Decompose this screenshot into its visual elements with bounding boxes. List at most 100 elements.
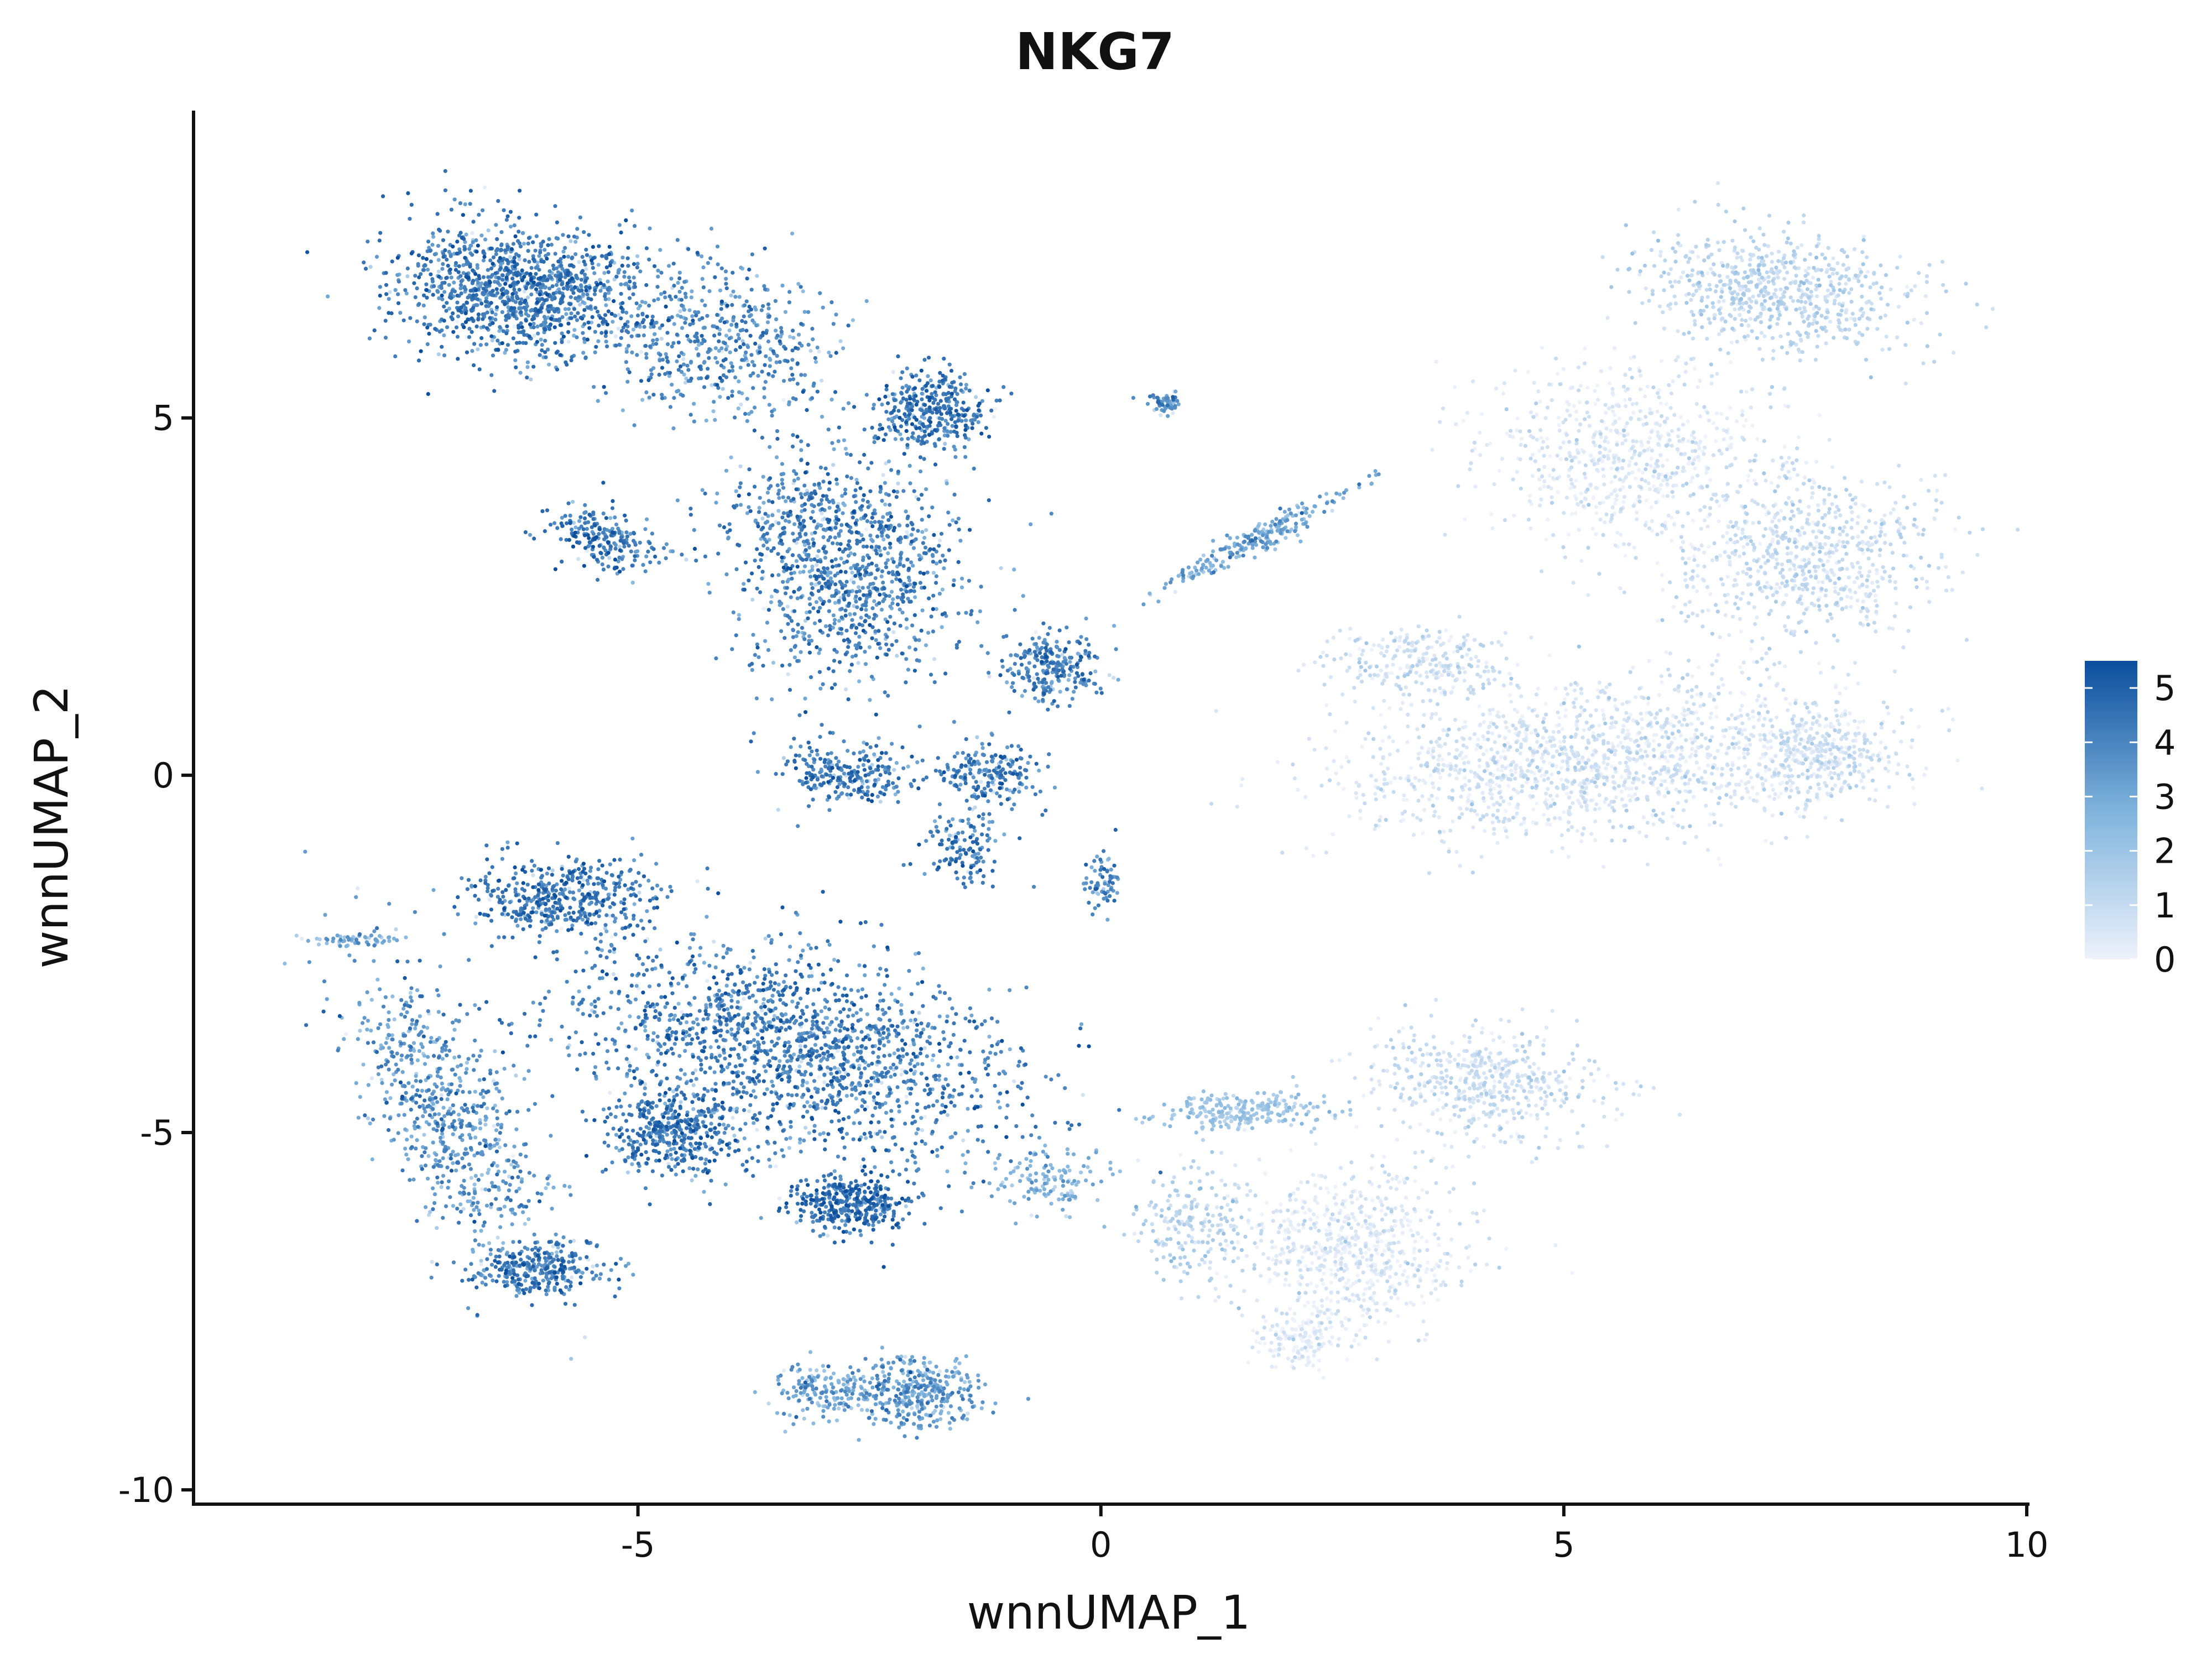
cell-point [1526,370,1531,374]
cell-point [2016,528,2020,532]
cell-point [1605,1073,1610,1078]
cell-point [1629,356,1633,361]
cell-point [1550,495,1554,499]
cell-point [1319,1298,1324,1303]
cell-point [1823,816,1828,820]
cell-point [1772,797,1777,801]
cell-point [1644,498,1648,503]
cell-point [1276,1230,1281,1234]
cell-point [1439,1070,1444,1075]
cell-point [1813,701,1817,705]
cell-point [1475,1219,1480,1224]
cell-point [1702,505,1707,509]
cell-point [1568,486,1573,491]
cell-point [1315,1314,1319,1318]
cell-point [1475,664,1480,669]
cell-point [1425,1248,1430,1253]
cell-point [1644,834,1648,838]
cell-point [1519,1084,1523,1088]
cell-point [1409,766,1413,770]
cell-point [1740,796,1744,801]
cell-point [1421,1319,1426,1324]
cell-point [1823,738,1828,743]
cell-point [1857,770,1861,774]
cell-point [1824,329,1828,333]
cell-point [1867,299,1871,304]
cell-point [1601,713,1606,717]
cell-point [1758,733,1762,737]
cell-point [1273,1245,1277,1249]
cell-point [1569,682,1573,687]
cell-point [1358,1248,1363,1252]
cell-point [1637,453,1642,457]
cell-point [1494,1070,1498,1074]
cell-point [1627,794,1631,798]
cell-point [1829,770,1833,775]
cell-point [1751,660,1756,664]
cell-point [1752,605,1756,609]
cell-point [1762,806,1767,811]
cell-point [1369,1077,1374,1082]
cell-point [1577,460,1582,465]
cell-point [1323,1175,1328,1180]
cell-point [1684,619,1688,623]
cell-point [1434,739,1439,744]
cell-point [1286,1356,1290,1361]
cell-point [1582,450,1586,454]
cell-point [1615,430,1619,435]
cell-point [1740,591,1745,596]
cell-point [1583,346,1587,351]
cell-point [1550,849,1554,854]
cell-point [1783,664,1787,669]
cell-point [1454,776,1459,781]
cell-point [1473,771,1477,775]
cell-point [1437,1264,1441,1269]
cell-point [1379,651,1384,655]
cell-point [1349,1160,1354,1165]
cell-point [1619,824,1624,828]
cell-point [1535,739,1540,744]
cell-point [1944,588,1949,593]
cell-point [1300,1255,1305,1260]
cell-point [1339,1241,1344,1245]
cell-point [1347,665,1352,670]
cell-point [1465,653,1469,657]
cell-point [1510,1079,1515,1084]
cell-point [1813,569,1818,573]
cell-point [1520,436,1524,441]
cell-point [1699,543,1704,548]
cell-point [776,807,780,812]
cell-point [1775,322,1780,326]
cell-point [1360,1255,1365,1259]
cell-point [1740,528,1745,532]
cell-point [1825,288,1830,293]
cell-point [1488,787,1493,792]
cell-point [1619,740,1623,745]
cell-point [1514,1044,1518,1048]
cell-point [1587,415,1592,419]
cell-point [1673,301,1678,306]
cell-point [1490,641,1494,645]
cell-point [1788,750,1793,755]
cell-point [1515,428,1519,432]
cell-point [1616,744,1620,748]
cell-point [1369,1258,1374,1262]
cell-point [1579,491,1583,495]
cell-point [1694,710,1699,714]
cell-point [1638,387,1642,392]
cell-point [1830,787,1834,791]
cell-point [1329,1325,1334,1329]
cell-point [1803,802,1808,807]
cell-point [1339,765,1344,769]
cell-point [1479,412,1484,416]
cell-point [1815,755,1820,760]
cell-point [1531,794,1535,799]
cell-point [1645,447,1650,452]
cell-point [1352,1338,1357,1343]
cell-point [1425,651,1429,655]
cell-point [1627,542,1631,546]
cell-point [1475,812,1479,817]
cell-point [1508,745,1512,749]
cell-point [1351,1175,1355,1179]
cell-point [1498,670,1502,675]
